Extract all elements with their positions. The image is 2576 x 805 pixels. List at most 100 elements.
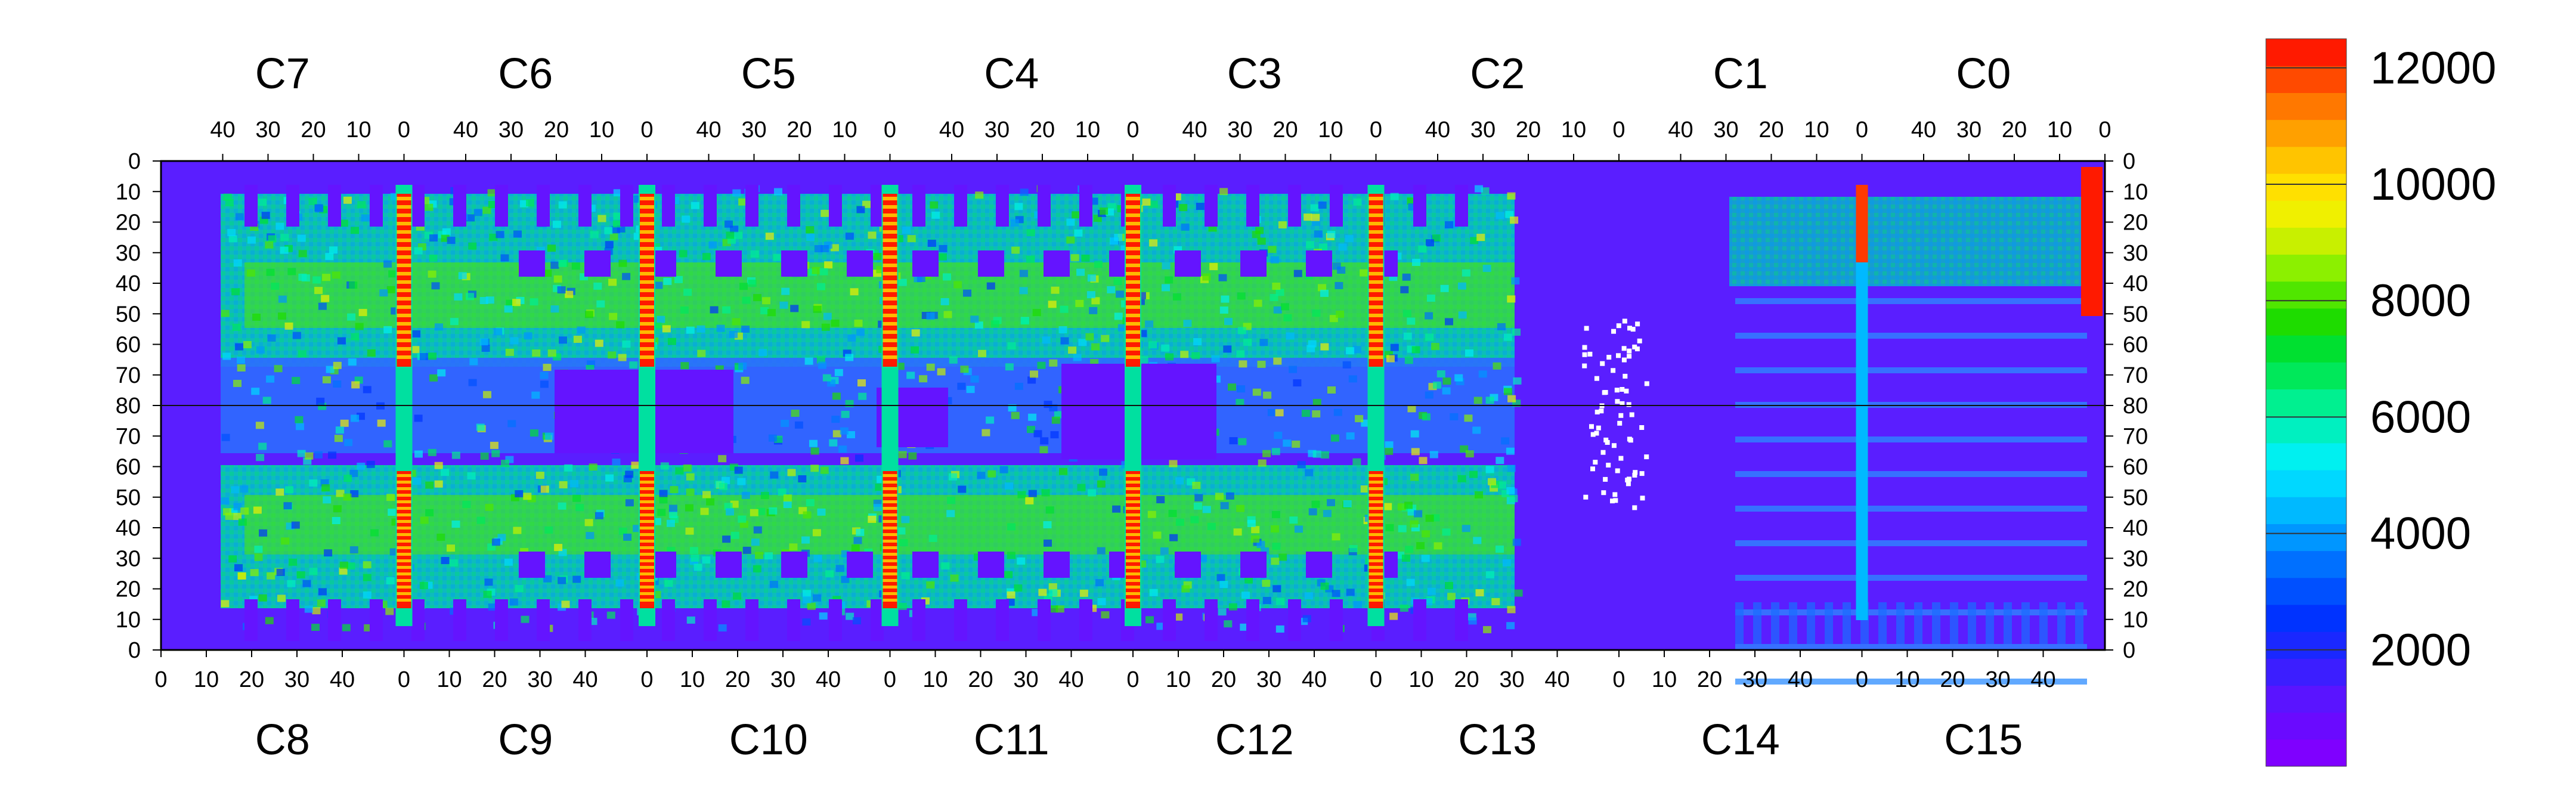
right-y-tick-label: 0 [2123,638,2135,663]
top-x-tick-label: 0 [640,117,653,143]
bottom-x-tick-label: 10 [1894,667,1919,692]
chip-label-top: C7 [255,50,310,98]
bottom-x-tick-label: 30 [284,667,309,692]
bottom-x-tick-label: 20 [239,667,264,692]
right-region [1582,197,2087,685]
bottom-x-tick-label: 30 [770,667,795,692]
chip-label-bottom: C8 [255,716,310,764]
colorbar-segment [2266,92,2346,120]
left-y-tick-label: 10 [116,179,141,205]
top-x-tick-label: 30 [984,117,1010,143]
top-x-tick-label: 30 [1713,117,1738,143]
bottom-x-tick-label: 10 [1652,667,1677,692]
colorbar-tick-label: 8000 [2370,275,2471,326]
bottom-x-tick-label: 40 [572,667,597,692]
chip-label-top: C3 [1227,50,1282,98]
bottom-x-tick-label: 0 [154,667,167,692]
left-y-tick-label: 20 [116,577,141,602]
chip-label-bottom: C11 [974,716,1049,764]
colorbar-segment [2266,524,2346,552]
top-x-tick-label: 0 [1126,117,1139,143]
chip-label-top: C1 [1713,50,1768,98]
top-x-tick-label: 10 [2047,117,2072,143]
colorbar-tick-label: 6000 [2370,392,2471,442]
top-x-tick-label: 40 [453,117,478,143]
right-y-tick-label: 20 [2123,210,2148,236]
bottom-x-tick-label: 10 [1408,667,1433,692]
colorbar-segment [2266,469,2346,497]
bottom-x-tick-label: 40 [816,667,841,692]
top-x-tick-label: 40 [210,117,235,143]
left-y-tick-label: 0 [128,638,141,663]
bottom-x-tick-label: 40 [1788,667,1813,692]
chip-label-bottom: C10 [729,716,808,764]
colorbar-segment [2266,254,2346,282]
top-x-tick-label: 20 [1030,117,1055,143]
colorbar-segment [2266,685,2346,713]
bottom-x-tick-label: 30 [1742,667,1767,692]
bottom-x-tick-label: 0 [398,667,410,692]
colorbar-segment [2266,39,2346,66]
top-x-tick-label: 0 [884,117,896,143]
colorbar-tick-label: 12000 [2370,43,2496,94]
top-x-tick-label: 20 [1758,117,1784,143]
colorbar-segment [2266,308,2346,336]
bottom-x-tick-label: 20 [725,667,750,692]
bottom-x-tick-label: 0 [1612,667,1625,692]
colorbar-segment [2266,281,2346,309]
top-x-tick-label: 10 [1075,117,1100,143]
left-y-tick-label: 30 [116,241,141,266]
bottom-x-tick-label: 0 [1126,667,1139,692]
bottom-x-tick-label: 40 [1058,667,1083,692]
right-y-tick-label: 30 [2123,546,2148,571]
top-x-tick-label: 0 [398,117,410,143]
top-x-tick-label: 40 [1425,117,1450,143]
right-y-tick-label: 70 [2123,363,2148,388]
chip-labels: C7 C6 C5 C4 C3 C2 C1 C0 C8 C9 C10 C11 C12 C13 C14 C15 [255,50,2023,764]
top-x-tick-label: 30 [255,117,280,143]
right-y-tick-label: 60 [2123,333,2148,358]
colorbar-segment [2266,712,2346,740]
colorbar-segment [2266,577,2346,605]
colorbar-segment [2266,550,2346,578]
right-y-tick-label: 50 [2123,485,2148,510]
colorbar-segment [2266,173,2346,201]
top-x-tick-label: 30 [1956,117,1981,143]
colorbar: 2000 4000 6000 8000 10000 12000 [2265,38,2496,767]
colorbar-segment [2266,66,2346,93]
left-y-tick-label: 0 [128,149,141,174]
top-x-tick-label: 40 [1182,117,1207,143]
top-x-tick-label: 0 [2098,117,2111,143]
chip-label-bottom: C9 [498,716,553,764]
left-y-tick-label: 80 [116,394,141,419]
top-x-tick-label: 10 [1318,117,1343,143]
colorbar-segment [2266,442,2346,470]
top-x-tick-label: 40 [939,117,964,143]
top-x-tick-label: 10 [832,117,857,143]
colorbar-segment [2266,604,2346,632]
right-y-tick-label: 70 [2123,424,2148,449]
left-y-tick-label: 40 [116,271,141,296]
top-x-tick-label: 20 [1272,117,1298,143]
colorbar-segment [2266,227,2346,255]
right-y-tick-label: 80 [2123,394,2148,419]
top-x-tick-label: 30 [741,117,766,143]
right-y-tick-label: 40 [2123,516,2148,541]
chip-label-bottom: C13 [1458,716,1537,764]
bottom-x-tick-label: 40 [330,667,355,692]
bottom-x-tick-label: 0 [640,667,653,692]
top-x-tick-label: 0 [1856,117,1868,143]
right-y-tick-label: 20 [2123,577,2148,602]
bottom-x-tick-label: 10 [1166,667,1191,692]
axes: 40 30 20 10 0 40 30 20 10 0 40 30 20 10 0 40 30 20 10 0 40 30… [116,117,2148,692]
top-x-tick-label: 20 [1516,117,1541,143]
right-y-tick-label: 10 [2123,608,2148,633]
left-y-tick-label: 30 [116,546,141,571]
left-y-tick-label: 60 [116,333,141,358]
top-x-tick-label: 20 [544,117,569,143]
colorbar-segment [2266,416,2346,444]
bottom-x-tick-label: 0 [884,667,896,692]
bottom-x-tick-label: 20 [1211,667,1236,692]
bottom-x-tick-label: 20 [1454,667,1479,692]
